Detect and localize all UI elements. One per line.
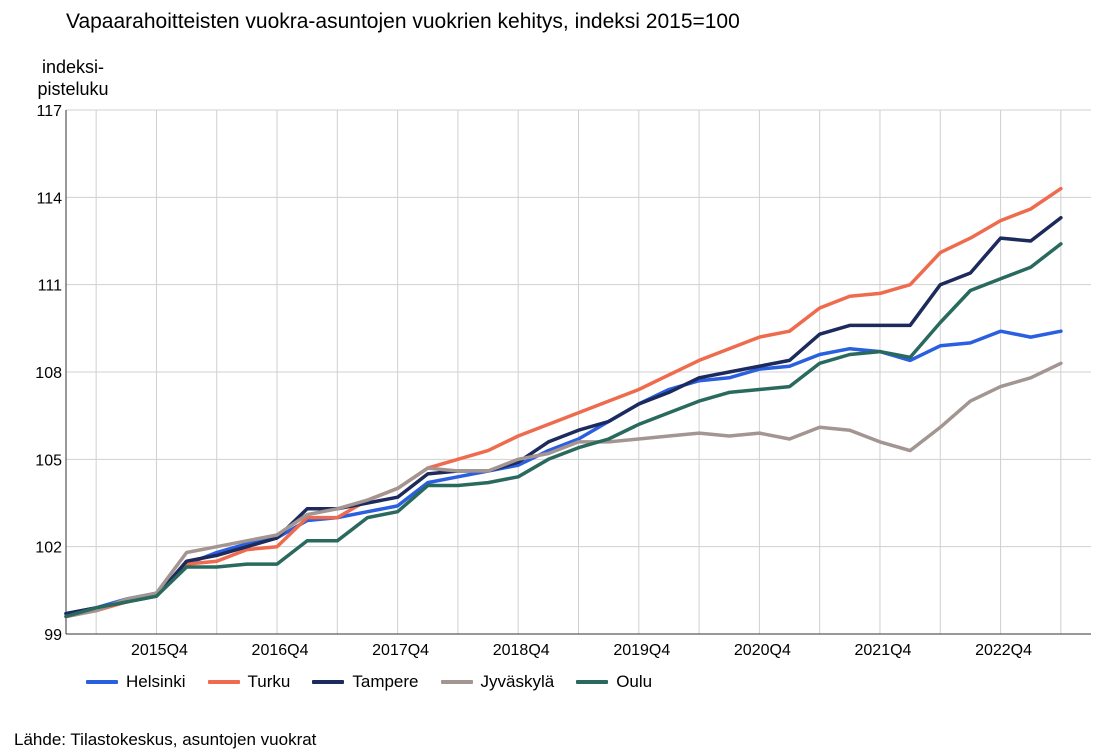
x-tick-label: 2017Q4 <box>372 642 429 659</box>
legend-swatch <box>576 680 609 684</box>
legend: Helsinki Turku Tampere Jyväskylä Oulu <box>86 672 674 692</box>
legend-item-oulu: Oulu <box>576 672 652 692</box>
y-axis-label-line-2: pisteluku <box>37 79 109 99</box>
legend-item-turku: Turku <box>207 672 291 692</box>
x-tick-label: 2019Q4 <box>613 642 670 659</box>
legend-item-tampere: Tampere <box>312 672 419 692</box>
legend-label: Oulu <box>616 672 653 691</box>
series-layer <box>64 186 1063 619</box>
series-line-jyväskylä <box>64 361 1063 619</box>
series-line-tampere <box>64 215 1063 616</box>
x-tick-label: 2022Q4 <box>975 642 1032 659</box>
x-tick-label: 2018Q4 <box>493 642 550 659</box>
legend-label: Turku <box>247 672 291 691</box>
series-line-turku <box>64 186 1063 619</box>
y-tick-label: 108 <box>35 365 62 382</box>
series-line-oulu <box>64 242 1063 619</box>
legend-label: Helsinki <box>126 672 186 691</box>
chart-title: Vapaarahoitteisten vuokra-asuntojen vuok… <box>66 10 740 33</box>
x-tick-label: 2016Q4 <box>252 642 309 659</box>
y-tick-label: 114 <box>36 190 62 207</box>
y-tick-label: 99 <box>44 627 62 644</box>
y-tick-label: 111 <box>38 278 62 295</box>
legend-item-jyväskylä: Jyväskylä <box>440 672 555 692</box>
legend-item-helsinki: Helsinki <box>86 672 186 692</box>
x-tick-label: 2021Q4 <box>855 642 912 659</box>
x-tick-label: 2020Q4 <box>734 642 791 659</box>
legend-label: Jyväskylä <box>480 672 555 691</box>
y-tick-label: 102 <box>35 540 62 557</box>
legend-swatch <box>207 680 240 684</box>
legend-swatch <box>312 680 345 684</box>
legend-swatch <box>86 680 118 684</box>
series-line-helsinki <box>64 329 1063 616</box>
x-tick-label: 2015Q4 <box>131 642 188 659</box>
y-tick-label: 117 <box>36 103 62 120</box>
legend-label: Tampere <box>352 672 419 691</box>
legend-swatch <box>440 680 473 684</box>
y-tick-label: 105 <box>35 452 62 469</box>
source-note: Lähde: Tilastokeskus, asuntojen vuokrat <box>14 730 317 749</box>
axis-layer: 99 102 105 108 111 114 117 2015Q4 2016Q4 2017Q4 20… <box>35 103 1091 659</box>
y-axis-label-line-1: indeksi- <box>41 57 105 77</box>
y-axis-label: indeksi- pisteluku <box>18 56 128 100</box>
